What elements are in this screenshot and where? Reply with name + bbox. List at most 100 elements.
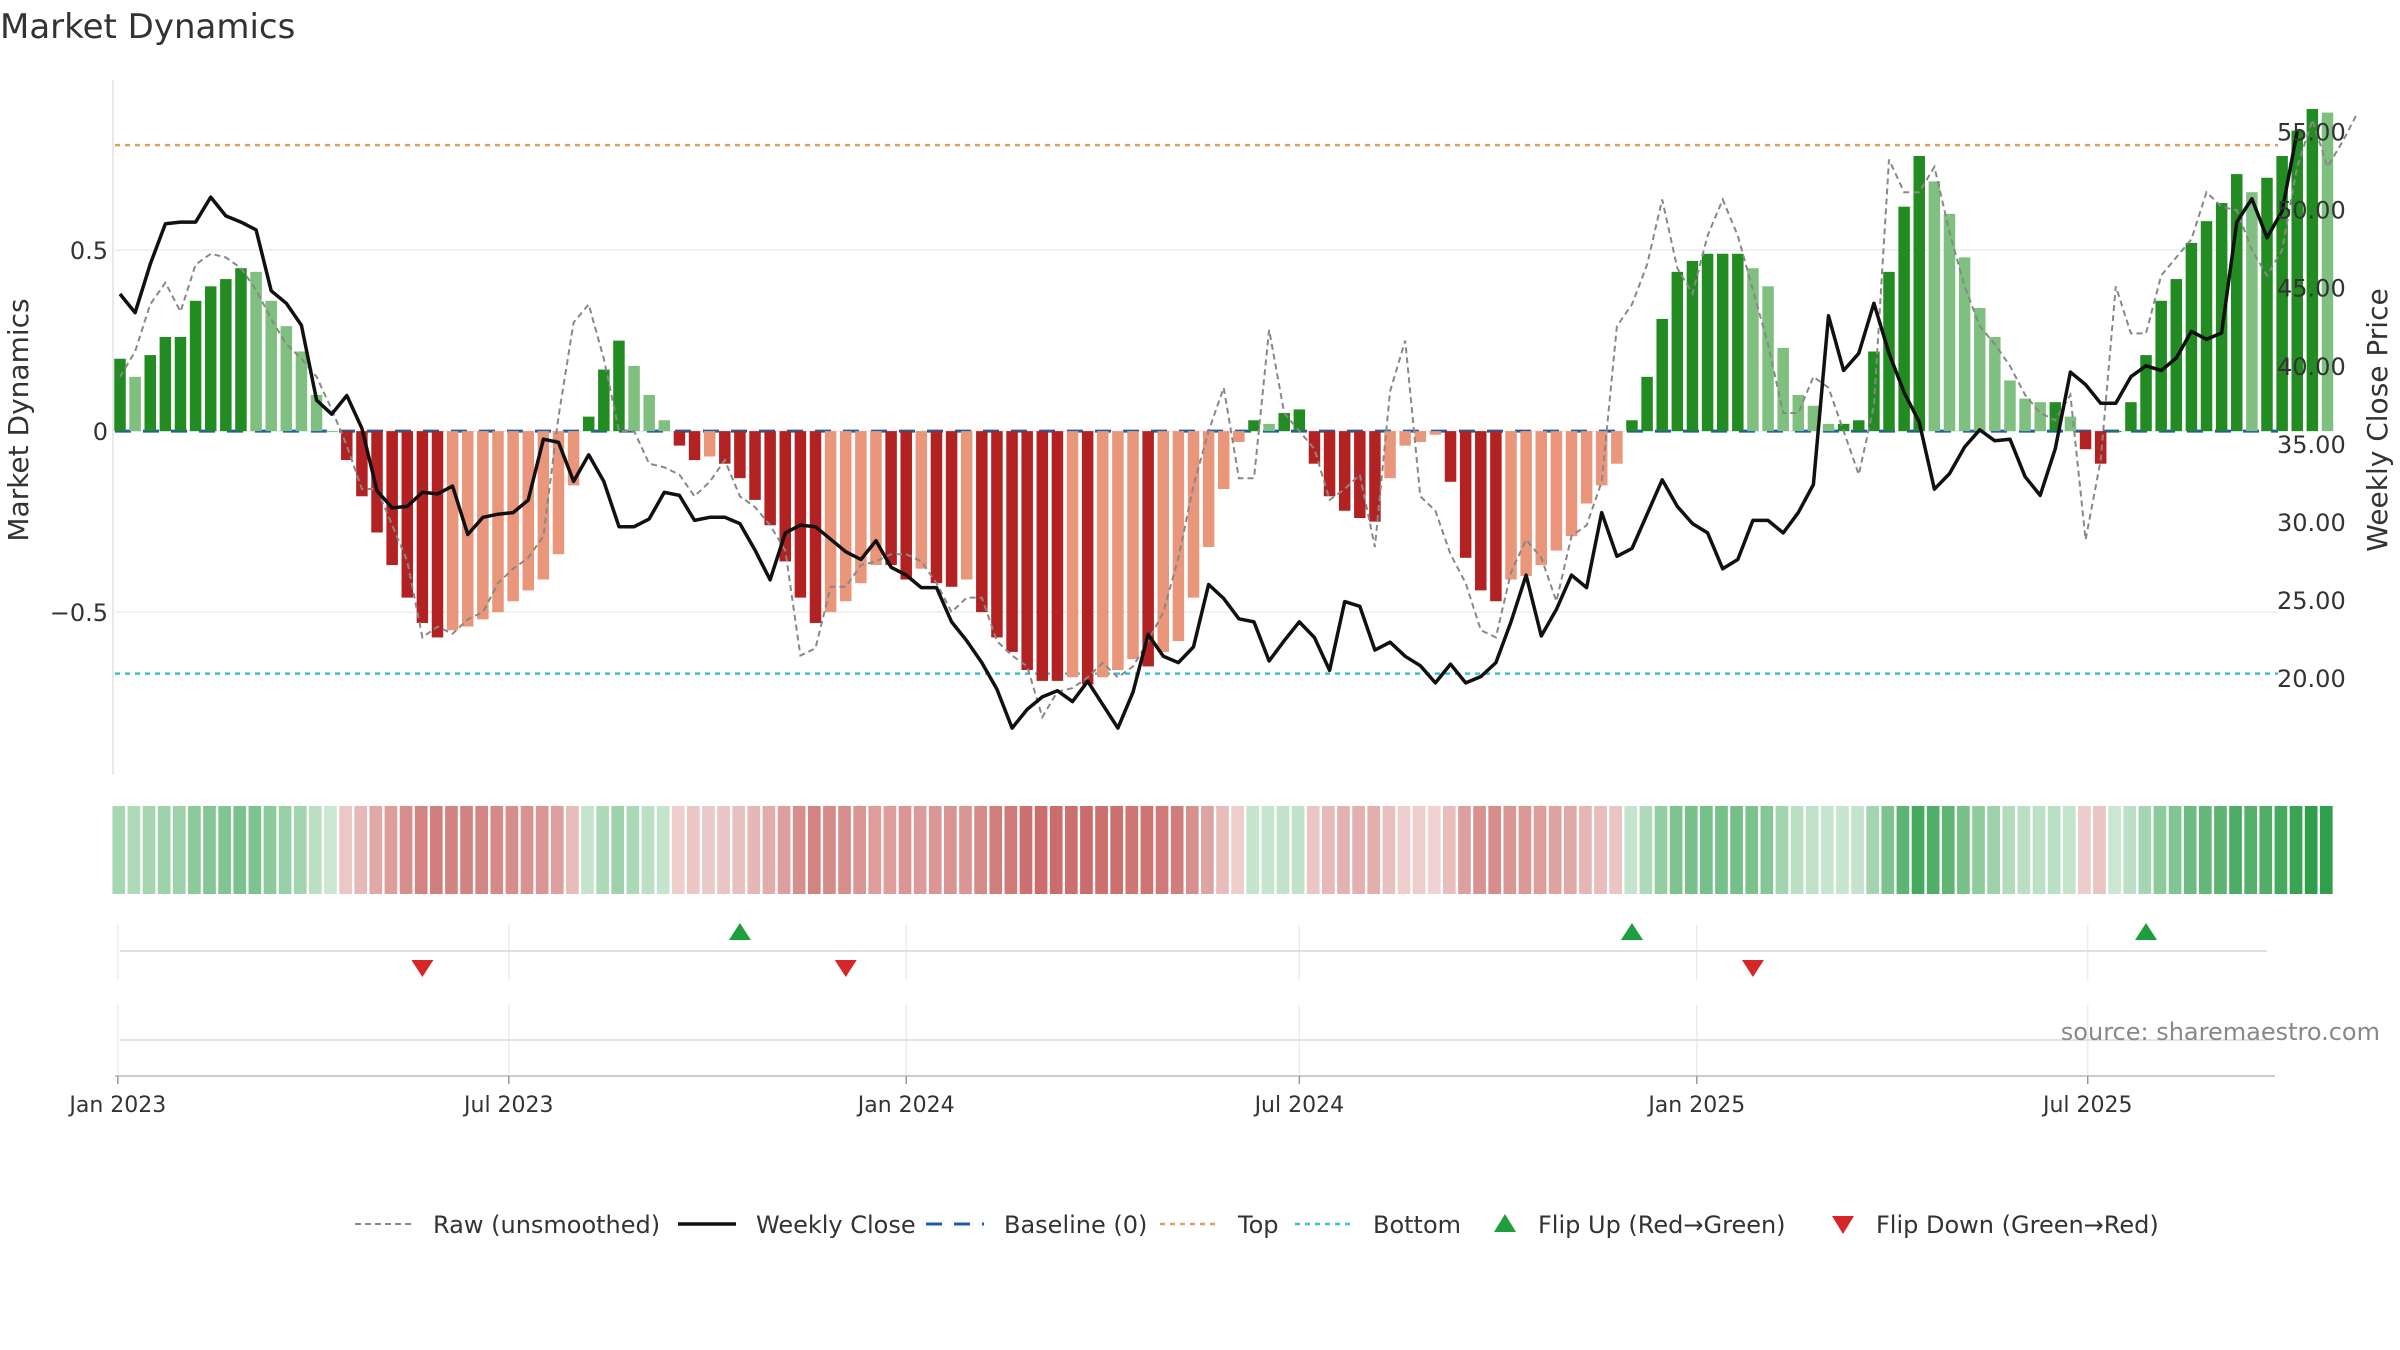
regime-cell (2047, 806, 2061, 894)
regime-cell (1458, 806, 1471, 894)
momentum-bar (1973, 308, 1986, 432)
momentum-bar (2019, 398, 2031, 432)
regime-cell (1049, 806, 1063, 894)
momentum-bar (1354, 431, 1366, 518)
regime-cell (641, 806, 655, 894)
regime-cell (293, 806, 307, 894)
legend-swatch (1832, 1216, 1854, 1234)
regime-cell (807, 806, 821, 894)
flip-up-marker (2135, 923, 2158, 940)
regime-cell (460, 806, 473, 894)
momentum-bar (1777, 347, 1789, 432)
momentum-bar (144, 355, 156, 432)
regime-cell (2138, 806, 2152, 894)
regime-cell (429, 806, 443, 894)
regime-cell (1851, 806, 1864, 894)
y-right-tick-label: 30.00 (2277, 509, 2346, 537)
regime-cell (1352, 806, 1365, 894)
regime-cell (1548, 806, 1562, 894)
regime-cell (2168, 806, 2182, 894)
x-tick-label: Jul 2025 (2041, 1093, 2133, 1118)
regime-cell (913, 806, 927, 894)
legend-label: Top (1237, 1211, 1279, 1239)
momentum-bar (885, 431, 897, 566)
momentum-bar (552, 431, 565, 555)
regime-cell (1155, 806, 1169, 894)
momentum-bar (1263, 423, 1275, 432)
regime-cell (1926, 806, 1940, 894)
regime-cell (596, 806, 609, 894)
source-credit: source: sharemaestro.com (2061, 1018, 2380, 1046)
momentum-bar (356, 431, 368, 497)
regime-cell (1473, 806, 1486, 894)
momentum-bar (129, 376, 141, 432)
momentum-bar (325, 431, 338, 433)
momentum-bar (613, 340, 625, 432)
momentum-bar (1989, 337, 2001, 432)
legend: Raw (unsmoothed) Weekly Close Baseline (0)… (355, 1211, 2159, 1239)
regime-cell (1185, 806, 1199, 894)
regime-cell (324, 806, 337, 894)
regime-cell (2198, 806, 2212, 894)
y-right-tick-label: 35.00 (2277, 431, 2346, 459)
regime-cell (1805, 806, 1819, 894)
momentum-bar (2306, 108, 2319, 432)
momentum-bar (1293, 409, 1306, 432)
momentum-bar (673, 431, 686, 446)
momentum-bar (855, 431, 867, 584)
regime-cell (1730, 806, 1743, 894)
momentum-bar (764, 431, 776, 526)
momentum-bar (1051, 431, 1064, 681)
momentum-bar (446, 431, 459, 631)
regime-cell (717, 806, 730, 894)
regime-cell (1488, 806, 1502, 894)
momentum-bar (416, 431, 429, 623)
regime-cell (218, 806, 231, 894)
regime-cell (1941, 806, 1955, 894)
y-left-tick-label: −0.5 (50, 599, 108, 627)
regime-cell (1654, 806, 1668, 894)
regime-cell (490, 806, 504, 894)
regime-cell (1775, 806, 1789, 894)
momentum-bar (1611, 431, 1623, 464)
regime-cell (1790, 806, 1804, 894)
y-right-tick-label: 40.00 (2277, 353, 2346, 381)
regime-cell (566, 806, 579, 894)
momentum-bar (1898, 206, 1910, 432)
y-left-tick-label: 0.5 (70, 237, 108, 265)
momentum-bar (1399, 431, 1411, 446)
momentum-bar (1323, 431, 1336, 497)
regime-cell (1836, 806, 1849, 894)
regime-cell (1276, 806, 1290, 894)
momentum-bar (1475, 431, 1487, 591)
momentum-bar (2064, 416, 2077, 432)
regime-cell (2062, 806, 2076, 894)
momentum-bar (1520, 431, 1532, 576)
momentum-bar (507, 431, 519, 602)
regime-cell (414, 806, 428, 894)
regime-cell (1004, 806, 1018, 894)
flip-down-marker (834, 960, 857, 977)
regime-cell (1397, 806, 1411, 894)
x-tick-label: Jul 2023 (462, 1093, 554, 1118)
momentum-bar (643, 394, 655, 432)
momentum-bar (1202, 431, 1215, 547)
regime-cell (838, 806, 851, 894)
momentum-bar (1490, 431, 1502, 602)
regime-cell (1095, 806, 1108, 894)
momentum-bar (1006, 431, 1018, 652)
momentum-bar (1565, 431, 1578, 537)
regime-cell (1503, 806, 1517, 894)
momentum-bar (1414, 431, 1427, 442)
regime-cell (671, 806, 685, 894)
regime-cell (1624, 806, 1638, 894)
momentum-bar (1112, 431, 1124, 671)
regime-cell (1609, 806, 1622, 894)
momentum-bar (2291, 130, 2303, 432)
momentum-bar (1747, 268, 1759, 432)
regime-cell (1700, 806, 1713, 894)
legend-label: Baseline (0) (1004, 1211, 1147, 1239)
momentum-bar (295, 351, 308, 432)
regime-cell (157, 806, 171, 894)
momentum-bar (189, 300, 202, 432)
